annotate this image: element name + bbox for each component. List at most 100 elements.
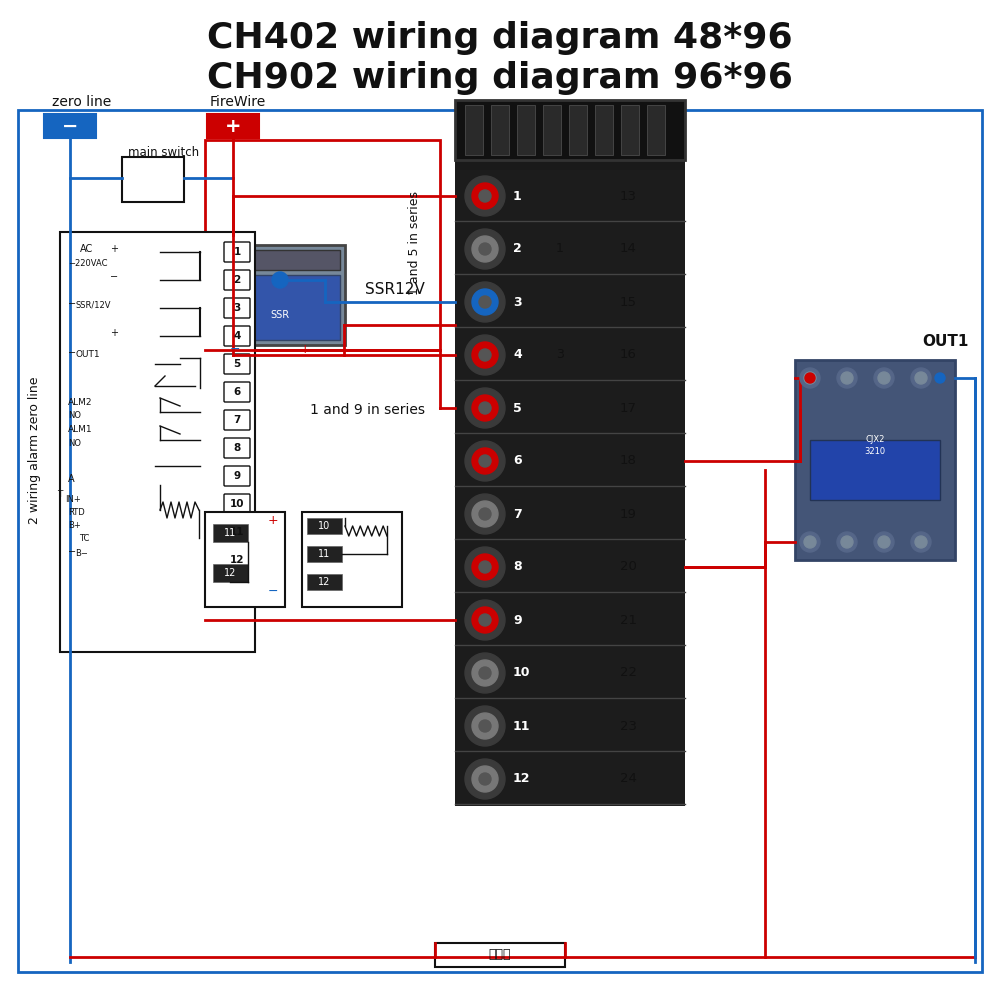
Text: 15: 15 (620, 296, 637, 308)
Circle shape (465, 706, 505, 746)
Circle shape (805, 373, 815, 383)
FancyBboxPatch shape (224, 270, 250, 290)
Bar (220, 250, 340, 270)
Bar (595, 105, 613, 155)
Bar (307, 574, 342, 590)
Text: CJX2: CJX2 (865, 436, 885, 444)
Text: 3210: 3210 (864, 448, 886, 456)
FancyBboxPatch shape (224, 298, 250, 318)
Text: 24: 24 (620, 772, 637, 786)
Text: 5: 5 (233, 359, 241, 369)
Circle shape (472, 607, 498, 633)
Text: 6: 6 (513, 454, 522, 468)
Text: 14: 14 (620, 242, 637, 255)
Circle shape (874, 368, 894, 388)
Bar (220, 275, 340, 340)
Text: 17: 17 (620, 401, 637, 414)
Circle shape (800, 368, 820, 388)
Circle shape (911, 532, 931, 552)
Text: 10: 10 (513, 666, 530, 680)
Circle shape (479, 243, 491, 255)
Bar (455, 435, 685, 486)
Circle shape (841, 372, 853, 384)
Text: 12: 12 (513, 772, 530, 786)
Circle shape (479, 667, 491, 679)
Bar (205, 512, 285, 607)
Circle shape (479, 349, 491, 361)
Bar (44, 114, 96, 138)
Bar (810, 440, 940, 500)
Bar (455, 594, 685, 645)
Text: −: − (110, 272, 118, 282)
Text: 1: 1 (513, 190, 522, 202)
FancyBboxPatch shape (224, 494, 250, 514)
Text: 2 wiring alarm zero line: 2 wiring alarm zero line (28, 376, 42, 524)
Bar (455, 700, 685, 751)
Text: 10: 10 (230, 499, 244, 509)
Bar (207, 114, 259, 138)
Bar (213, 564, 248, 582)
Text: 1: 1 (233, 247, 241, 257)
Bar (122, 157, 184, 202)
Text: SSR/12V: SSR/12V (75, 301, 110, 310)
Bar (465, 105, 483, 155)
Bar (307, 546, 342, 562)
Bar (18, 110, 982, 972)
Text: zero line: zero line (52, 95, 111, 109)
Text: 13: 13 (620, 190, 637, 202)
Text: 8: 8 (513, 560, 522, 574)
Bar (647, 105, 665, 155)
Circle shape (935, 373, 945, 383)
Bar (543, 105, 561, 155)
Text: 12: 12 (318, 577, 330, 587)
Text: T: T (57, 490, 62, 499)
Bar (455, 753, 685, 804)
Text: OUT1: OUT1 (922, 334, 968, 350)
Circle shape (465, 229, 505, 269)
FancyBboxPatch shape (224, 382, 250, 402)
Text: −: − (68, 547, 76, 557)
Text: 11: 11 (230, 527, 244, 537)
Text: TC: TC (79, 534, 89, 543)
Circle shape (479, 773, 491, 785)
Text: 3: 3 (513, 296, 522, 308)
Text: 12: 12 (230, 555, 244, 565)
FancyBboxPatch shape (224, 354, 250, 374)
Circle shape (479, 190, 491, 202)
Text: 22: 22 (620, 666, 637, 680)
Circle shape (479, 455, 491, 467)
Bar (455, 647, 685, 698)
Text: main switch: main switch (128, 145, 199, 158)
Circle shape (479, 561, 491, 573)
Circle shape (472, 766, 498, 792)
Text: B+: B+ (68, 521, 81, 530)
Text: 7: 7 (233, 415, 241, 425)
Circle shape (479, 296, 491, 308)
Circle shape (465, 600, 505, 640)
Text: −: − (268, 585, 278, 598)
Circle shape (804, 372, 816, 384)
Text: +: + (110, 328, 118, 338)
Circle shape (479, 720, 491, 732)
Circle shape (472, 554, 498, 580)
Circle shape (465, 388, 505, 428)
Circle shape (472, 342, 498, 368)
Bar (455, 223, 685, 274)
Circle shape (841, 536, 853, 548)
Text: 1: 1 (556, 242, 564, 255)
Bar (455, 160, 685, 806)
Circle shape (479, 402, 491, 414)
Text: 8: 8 (233, 443, 241, 453)
Circle shape (465, 494, 505, 534)
Text: +: + (268, 514, 278, 527)
Circle shape (472, 289, 498, 315)
Text: 报警器: 报警器 (489, 948, 511, 962)
Circle shape (479, 508, 491, 520)
Text: 18: 18 (620, 454, 637, 468)
Text: 9: 9 (513, 613, 522, 626)
Circle shape (479, 614, 491, 626)
Circle shape (804, 536, 816, 548)
Text: NO: NO (68, 439, 81, 448)
FancyBboxPatch shape (224, 522, 250, 542)
FancyBboxPatch shape (224, 242, 250, 262)
